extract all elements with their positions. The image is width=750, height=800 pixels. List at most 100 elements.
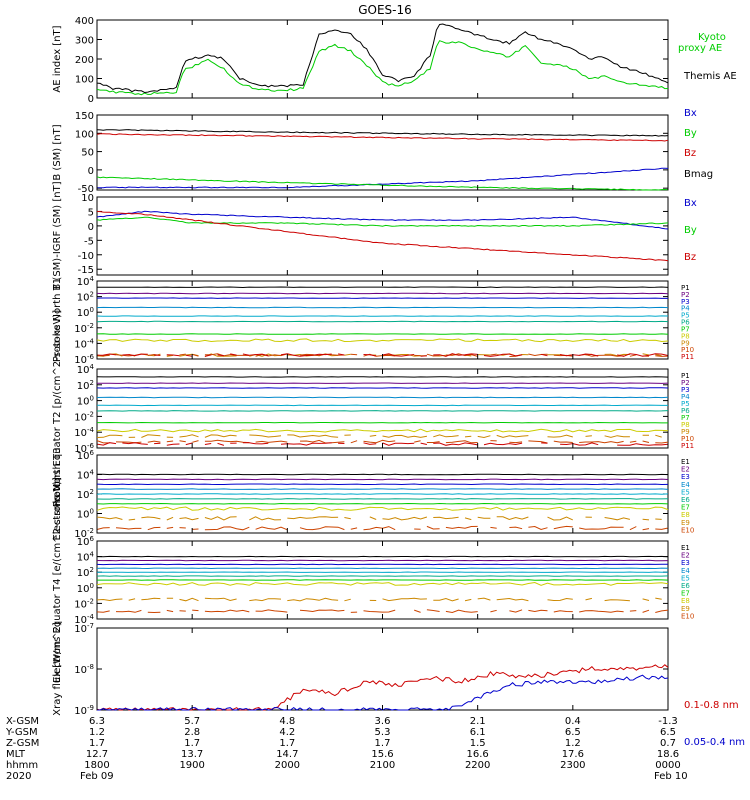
y-tick-label: 10-2 xyxy=(74,410,94,423)
x-axis-value: 1.5 xyxy=(470,738,486,749)
channel-line xyxy=(96,428,669,433)
y-tick-label: 104 xyxy=(77,469,95,482)
channel-line xyxy=(96,498,669,500)
y-tick-label: 102 xyxy=(77,291,94,304)
x-axis-value: 1.7 xyxy=(375,738,391,749)
x-axis-value: 1.7 xyxy=(184,738,200,749)
channel-label: E4 xyxy=(681,567,690,575)
channel-line xyxy=(96,404,668,407)
x-axis-value: 2000 xyxy=(275,760,300,771)
y-tick-label: 100 xyxy=(75,75,94,86)
channel-label: P6 xyxy=(681,407,690,415)
y-axis-label: Protons North T1 xyxy=(52,278,63,362)
channel-label: E4 xyxy=(681,481,690,489)
channel-label: E3 xyxy=(681,473,690,481)
channel-label: P3 xyxy=(681,298,690,306)
y-axis-label: B (SM) [nT] xyxy=(52,124,63,180)
x-axis-value: 0000 xyxy=(655,760,680,771)
legend-entry: Bz xyxy=(684,148,696,159)
y-tick-label: 100 xyxy=(75,129,94,140)
y-tick-label: 104 xyxy=(77,363,95,376)
y-axis-label: Protons Equator T2 [p/(cm^2-s-sr-keV)] xyxy=(52,310,63,507)
channel-label: P9 xyxy=(681,339,690,347)
channel-label: E5 xyxy=(681,574,690,582)
x-axis-value: 6.1 xyxy=(470,727,486,738)
legend-entry: By xyxy=(684,225,697,236)
x-axis-value: 15.6 xyxy=(371,749,393,760)
x-axis-value: 5.7 xyxy=(184,716,200,727)
y-tick-label: -10 xyxy=(78,251,94,262)
x-axis-value: 16.6 xyxy=(467,749,489,760)
x-axis-value: 6.3 xyxy=(89,716,105,727)
channel-label: P11 xyxy=(681,442,694,450)
channel-label: P7 xyxy=(681,325,690,333)
channel-line xyxy=(96,525,669,531)
channel-label: E1 xyxy=(681,458,690,466)
channel-line xyxy=(96,581,669,586)
x-axis-table: X-GSMY-GSMZ-GSMMLThhmm20206.31.21.712.71… xyxy=(5,716,688,782)
y-tick-label: 5 xyxy=(88,207,94,218)
y-tick-label: -50 xyxy=(78,184,94,195)
channel-label: E7 xyxy=(681,590,690,598)
y-tick-label: 10-4 xyxy=(74,337,94,350)
chart-title: GOES-16 xyxy=(358,3,412,17)
x-axis-value: 17.6 xyxy=(562,749,584,760)
y-tick-label: 102 xyxy=(77,566,94,579)
x-row-label: hhmm xyxy=(6,760,38,771)
channel-label: P1 xyxy=(681,284,690,292)
channel-label: E3 xyxy=(681,559,690,567)
channel-line xyxy=(97,598,668,601)
channel-label: E2 xyxy=(681,552,690,560)
y-tick-label: 102 xyxy=(77,488,94,501)
y-tick-label: 200 xyxy=(75,55,94,66)
panel-frame xyxy=(96,196,669,276)
legend-entry: Bmag xyxy=(684,169,713,180)
y-tick-label: 10-8 xyxy=(74,663,94,676)
y-tick-label: -15 xyxy=(78,265,94,276)
x-axis-value: 6.5 xyxy=(565,727,581,738)
channel-line xyxy=(96,338,669,343)
x-axis-value: 0.4 xyxy=(565,716,581,727)
channel-label: E5 xyxy=(681,488,690,496)
channel-line xyxy=(96,483,669,486)
y-tick-label: 100 xyxy=(77,306,94,319)
y-axis-label: AE index [nT] xyxy=(52,25,63,92)
channel-label: P6 xyxy=(681,319,690,327)
x-axis-value: Feb 10 xyxy=(654,771,688,782)
channel-line xyxy=(96,493,669,495)
channel-label: P4 xyxy=(681,393,690,401)
y-tick-label: 300 xyxy=(75,36,94,47)
series-line xyxy=(96,664,669,711)
series-line xyxy=(96,40,669,96)
series-line xyxy=(97,674,669,711)
channel-line xyxy=(96,387,669,389)
x-axis-value: 1.2 xyxy=(565,738,581,749)
channel-label: P8 xyxy=(681,421,690,429)
channel-line xyxy=(96,320,669,323)
legend-entry: Bx xyxy=(684,198,697,209)
x-axis-value: 4.2 xyxy=(279,727,295,738)
channel-line xyxy=(96,286,669,289)
panel-ae: 0 100 200 300 400 AE index [nT] Kyoto proxy AE T… xyxy=(52,16,737,105)
channel-line xyxy=(96,297,668,299)
channel-label: P10 xyxy=(681,346,694,354)
legend-entry: 0.1-0.8 nm xyxy=(684,700,739,711)
series-line xyxy=(96,129,669,137)
y-tick-label: 0 xyxy=(88,222,94,233)
channel-line xyxy=(96,333,669,335)
x-axis-value: 12.7 xyxy=(86,749,108,760)
x-row-label: X-GSM xyxy=(6,716,39,727)
y-tick-label: 102 xyxy=(77,379,94,392)
x-row-label: Z-GSM xyxy=(6,738,39,749)
channel-label: E6 xyxy=(681,496,690,504)
y-axis-label: B (SM)-IGRF (SM) [nT] xyxy=(52,181,63,290)
y-tick-label: 104 xyxy=(77,275,95,288)
channel-label: P10 xyxy=(681,435,694,443)
y-tick-label: 106 xyxy=(77,449,95,462)
panel-frame xyxy=(96,114,669,191)
y-tick-label: 10-4 xyxy=(74,426,94,439)
channel-label: E10 xyxy=(681,526,694,534)
